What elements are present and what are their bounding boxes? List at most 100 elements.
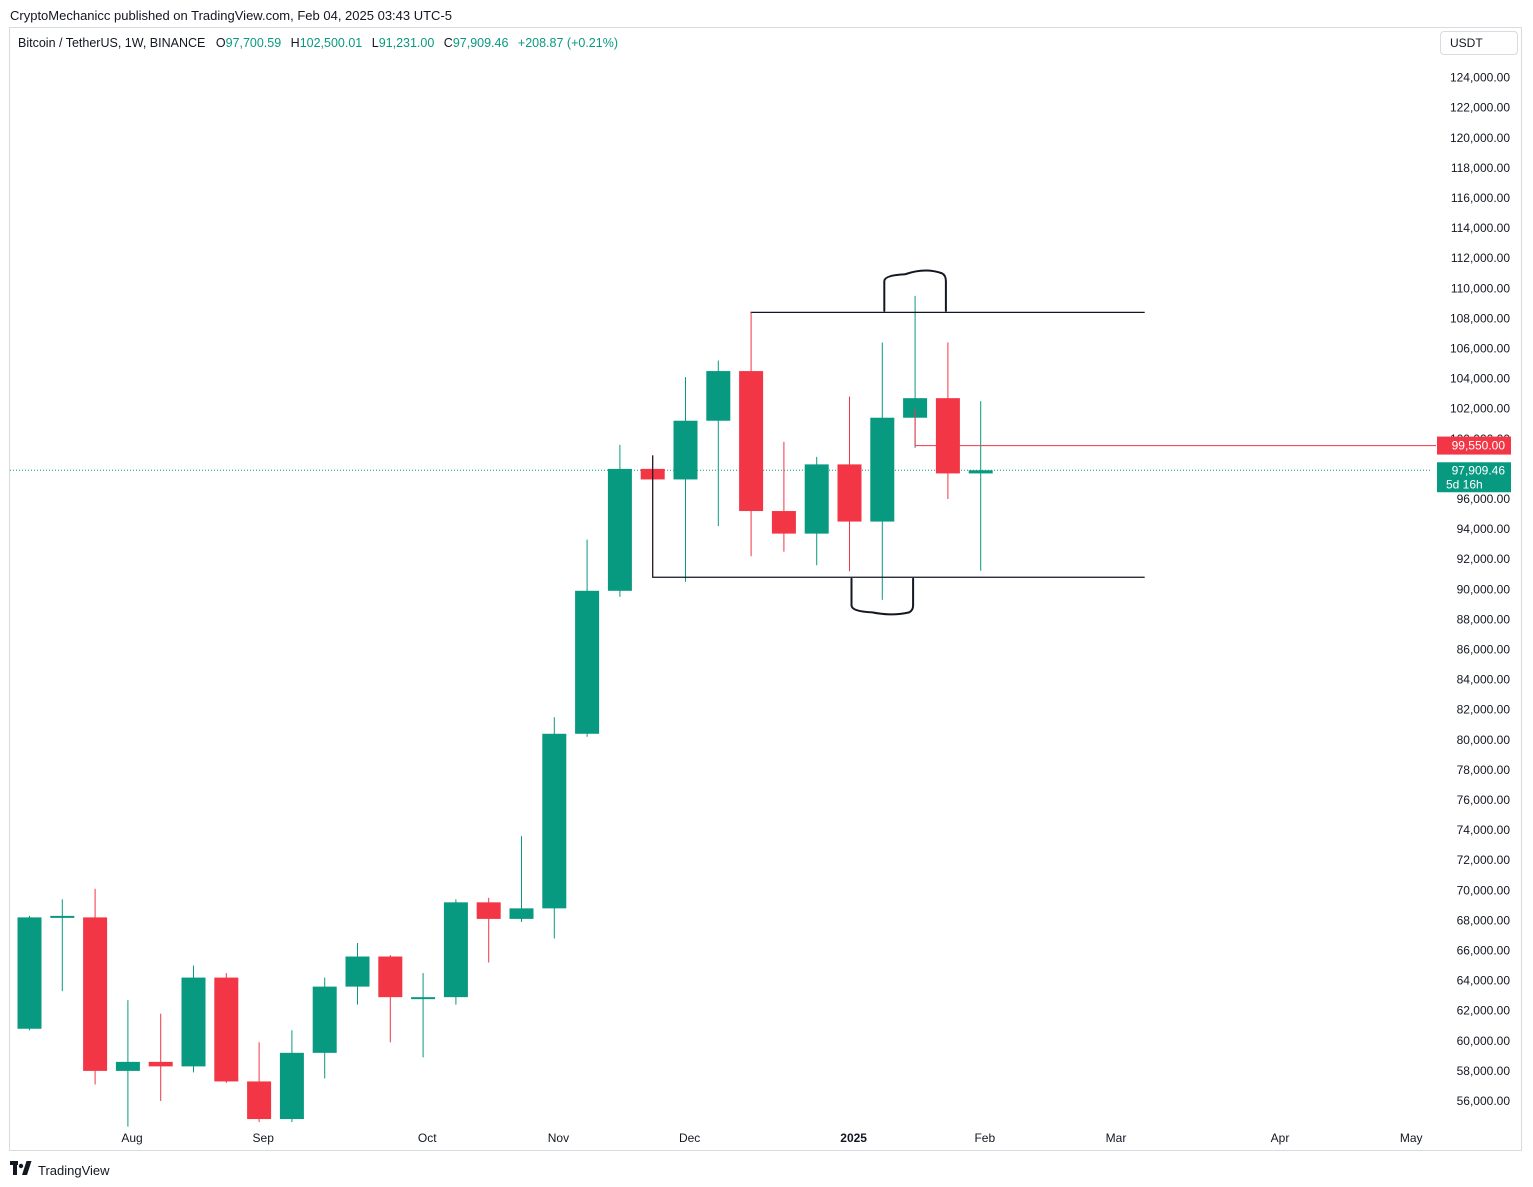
low-value: 91,231.00 bbox=[378, 36, 435, 50]
candle bbox=[607, 444, 632, 597]
price-tick-label: 64,000.00 bbox=[1457, 974, 1511, 988]
candle bbox=[411, 973, 436, 1058]
candle bbox=[181, 965, 206, 1073]
candle bbox=[542, 717, 567, 939]
bar-countdown-label: 5d 16h bbox=[1446, 477, 1483, 491]
range-top-line bbox=[750, 311, 1145, 314]
candle-body bbox=[312, 986, 337, 1053]
price-tick-label: 122,000.00 bbox=[1450, 101, 1510, 115]
candle-body bbox=[247, 1081, 272, 1120]
price-tick-label: 114,000.00 bbox=[1451, 221, 1510, 235]
open-value: 97,700.59 bbox=[225, 36, 282, 50]
candle bbox=[837, 396, 862, 572]
currency-button[interactable]: USDT bbox=[1440, 31, 1518, 55]
candle-body bbox=[575, 590, 600, 734]
price-tick-label: 62,000.00 bbox=[1457, 1004, 1511, 1018]
candle bbox=[345, 942, 370, 1005]
candle bbox=[706, 360, 731, 527]
candle-body bbox=[115, 1061, 140, 1071]
candle-body bbox=[607, 468, 632, 591]
candle-body bbox=[968, 470, 993, 474]
candle-body bbox=[706, 371, 731, 421]
candle bbox=[804, 456, 829, 566]
candle-body bbox=[50, 915, 75, 918]
tradingview-logo-icon[interactable] bbox=[10, 1160, 32, 1180]
candle bbox=[214, 973, 239, 1083]
time-tick-label: May bbox=[1400, 1131, 1423, 1145]
close-value: 97,909.46 bbox=[452, 36, 509, 50]
open-label: O bbox=[215, 36, 226, 50]
price-tick-label: 112,000.00 bbox=[1451, 251, 1510, 265]
time-tick-label: Mar bbox=[1106, 1131, 1127, 1145]
candle bbox=[312, 977, 337, 1079]
candle-body bbox=[443, 902, 468, 998]
price-tick-label: 102,000.00 bbox=[1450, 402, 1510, 416]
publisher-line: CryptoMechanicc published on TradingView… bbox=[10, 8, 453, 23]
price-tick-label: 82,000.00 bbox=[1457, 703, 1511, 717]
candle bbox=[870, 342, 895, 600]
resistance-price-label: 99,550.00 bbox=[1452, 439, 1506, 453]
symbol-name[interactable]: Bitcoin / TetherUS, 1W, BINANCE bbox=[18, 36, 206, 50]
top-bracket-highlight bbox=[883, 269, 947, 312]
price-tick-label: 110,000.00 bbox=[1451, 281, 1510, 295]
change-value: +208.87 (+0.21%) bbox=[517, 36, 618, 50]
high-label: H bbox=[290, 36, 300, 50]
price-tick-label: 72,000.00 bbox=[1457, 853, 1511, 867]
time-tick-label: 2025 bbox=[840, 1131, 867, 1145]
candle-body bbox=[83, 917, 108, 1071]
candle bbox=[83, 888, 108, 1085]
candle bbox=[378, 955, 403, 1043]
high-value: 102,500.01 bbox=[299, 36, 363, 50]
candle-body bbox=[279, 1052, 304, 1120]
price-tick-label: 76,000.00 bbox=[1457, 793, 1511, 807]
price-tick-label: 66,000.00 bbox=[1457, 944, 1511, 958]
low-label: L bbox=[371, 36, 379, 50]
candle-body bbox=[935, 398, 960, 474]
time-tick-label: Sep bbox=[253, 1131, 275, 1145]
candle bbox=[443, 899, 468, 1005]
candle bbox=[50, 899, 75, 992]
time-axis[interactable]: Aug Sep Oct Nov Dec 2025 Feb Mar Apr May bbox=[121, 1131, 1422, 1145]
candle bbox=[279, 1030, 304, 1123]
price-tick-label: 74,000.00 bbox=[1457, 823, 1511, 837]
price-tick-label: 86,000.00 bbox=[1457, 643, 1511, 657]
time-tick-label: Feb bbox=[974, 1131, 995, 1145]
price-tick-label: 118,000.00 bbox=[1451, 161, 1510, 175]
price-tick-label: 68,000.00 bbox=[1457, 913, 1511, 927]
tradingview-brand[interactable]: TradingView bbox=[38, 1162, 110, 1178]
candle bbox=[17, 915, 42, 1031]
candle bbox=[771, 441, 796, 552]
price-tick-label: 106,000.00 bbox=[1450, 342, 1510, 356]
price-tick-label: 124,000.00 bbox=[1450, 71, 1510, 85]
candle bbox=[935, 342, 960, 499]
price-tick-label: 90,000.00 bbox=[1457, 582, 1511, 596]
candle-body bbox=[181, 977, 206, 1067]
price-tick-label: 78,000.00 bbox=[1457, 763, 1511, 777]
close-label: C bbox=[443, 36, 453, 50]
bottom-bracket-highlight bbox=[850, 577, 915, 616]
candle-body bbox=[378, 956, 403, 998]
price-tick-label: 58,000.00 bbox=[1457, 1064, 1511, 1078]
candle bbox=[247, 1042, 272, 1123]
price-tick-label: 104,000.00 bbox=[1450, 372, 1510, 386]
last-price-tag bbox=[1437, 462, 1511, 493]
candle bbox=[509, 836, 534, 922]
candle bbox=[476, 897, 501, 963]
price-tick-label: 70,000.00 bbox=[1457, 883, 1511, 897]
resistance-level-line bbox=[914, 408, 1436, 447]
candle-body bbox=[542, 733, 567, 909]
candle-body bbox=[214, 977, 239, 1082]
candle bbox=[968, 401, 993, 571]
price-tick-label: 92,000.00 bbox=[1457, 552, 1511, 566]
price-tick-label: 96,000.00 bbox=[1457, 492, 1511, 506]
price-tick-label: 116,000.00 bbox=[1451, 191, 1510, 205]
price-axis[interactable]: 56,000.00 58,000.00 60,000.00 62,000.00 64,0… bbox=[1450, 71, 1510, 1108]
candle-body bbox=[804, 464, 829, 534]
candle-body bbox=[17, 917, 42, 1029]
time-tick-label: Dec bbox=[679, 1131, 700, 1145]
candle-body bbox=[345, 956, 370, 987]
time-tick-label: Nov bbox=[548, 1131, 569, 1145]
drawings-layer bbox=[652, 269, 1436, 616]
